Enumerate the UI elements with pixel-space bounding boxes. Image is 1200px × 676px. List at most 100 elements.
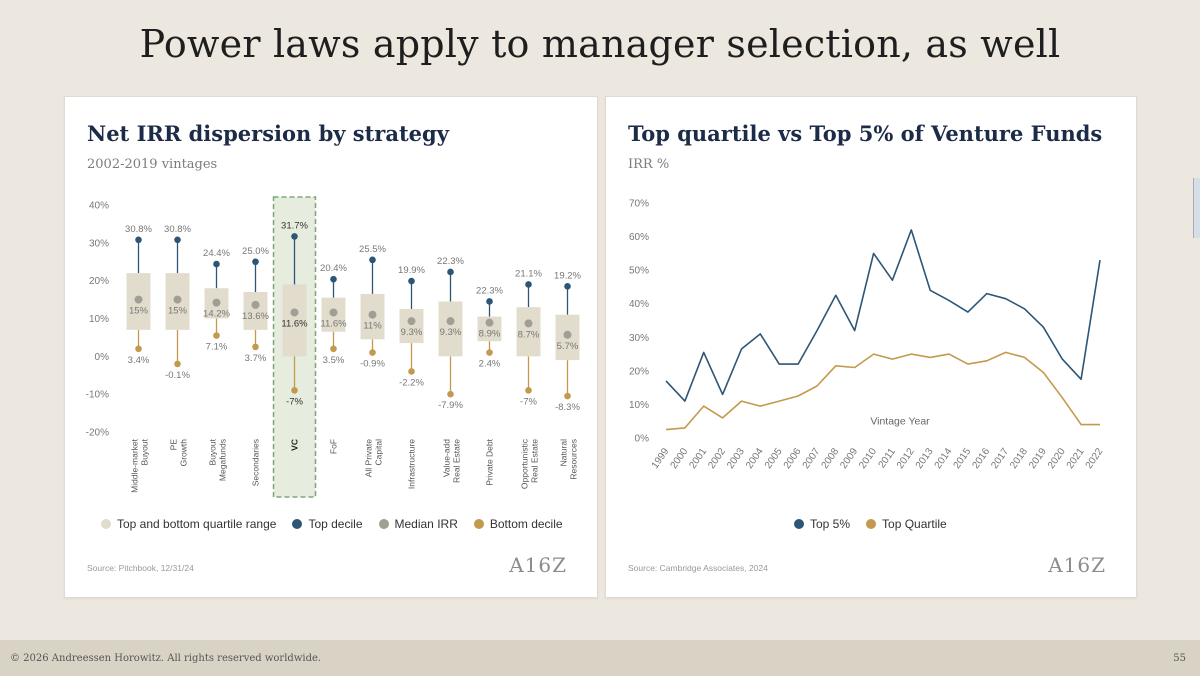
median-label: 8.7% <box>518 329 540 340</box>
x-tick-label: 2000 <box>669 446 691 471</box>
x-tick-label: 2014 <box>933 446 955 471</box>
x-tick-label: 2002 <box>706 446 728 471</box>
top-decile-dot <box>135 236 142 244</box>
top-decile-label: 22.3% <box>476 285 503 296</box>
x-axis-title: Vintage Year <box>870 416 930 428</box>
legend-item: Top decile <box>292 517 363 531</box>
top-decile-dot <box>525 281 532 288</box>
bottom-decile-dot <box>369 349 376 356</box>
category-label-line: FoF <box>329 439 339 454</box>
category-label: Middle-marketBuyout <box>130 438 150 492</box>
y-tick-label: 50% <box>629 266 649 277</box>
top-decile-label: 30.8% <box>125 224 152 235</box>
bottom-decile-dot <box>291 387 298 394</box>
bottom-decile-dot <box>486 349 493 356</box>
bottom-decile-dot <box>408 368 415 375</box>
x-tick-label: 2019 <box>1027 446 1049 471</box>
y-tick-label: 70% <box>629 199 649 210</box>
y-tick-label: 30% <box>629 333 649 344</box>
bottom-decile-dot <box>447 390 454 398</box>
line-chart-source: Source: Cambridge Associates, 2024 <box>628 563 768 573</box>
bottom-decile-label: 3.5% <box>323 355 345 366</box>
series-line-top-quartile <box>665 351 1100 431</box>
bottom-decile-dot <box>525 387 532 394</box>
top-decile-label: 31.7% <box>281 220 308 231</box>
bottom-decile-dot <box>174 360 181 368</box>
category-label-line: Buyout <box>140 438 150 465</box>
bottom-decile-label: -7% <box>286 396 303 407</box>
category-label-line: Capital <box>374 439 384 466</box>
median-label: 15% <box>168 306 188 317</box>
line-chart-subtitle: IRR % <box>628 157 670 172</box>
x-tick-label: 2016 <box>970 446 992 471</box>
median-dot <box>251 300 260 309</box>
category-label: BuyoutMegafunds <box>208 438 228 481</box>
category-label-line: Growth <box>179 439 189 467</box>
category-label-line: Value-add <box>442 439 452 477</box>
median-label: 11.6% <box>281 318 308 329</box>
category-label-line: Megafunds <box>218 439 228 481</box>
x-tick-label: 2008 <box>820 446 842 471</box>
line-chart-title: Top quartile vs Top 5% of Venture Funds <box>628 121 1103 146</box>
box-chart: -20% -10% 0% 10% 20% 30% 40% 30.8% 15% 3.4% Middle… <box>86 196 582 498</box>
legend-label: Median IRR <box>394 517 458 531</box>
bottom-decile-dot <box>564 392 571 400</box>
top-decile-label: 22.3% <box>437 256 464 267</box>
category-label-line: All Private <box>364 439 374 478</box>
y-tick-label: 0% <box>95 352 110 363</box>
top-decile-label: 20.4% <box>320 263 347 274</box>
bottom-decile-label: 2.4% <box>479 359 501 370</box>
y-tick-label: 30% <box>89 238 109 249</box>
quartile-box <box>243 292 268 330</box>
x-tick-label: 2005 <box>763 446 785 471</box>
median-label: 11% <box>363 321 382 332</box>
legend-item: Bottom decile <box>473 517 563 531</box>
category-label: PEGrowth <box>169 439 189 467</box>
top-decile-dot <box>213 260 220 268</box>
quartile-box <box>282 284 307 357</box>
legend-label: Top 5% <box>810 517 851 531</box>
y-tick-label: 40% <box>89 201 109 212</box>
category-label-line: Resources <box>569 439 579 480</box>
x-tick-label: 2022 <box>1084 446 1106 471</box>
median-dot <box>407 317 416 326</box>
legend-swatch <box>794 519 804 529</box>
top-decile-label: 30.8% <box>164 224 191 235</box>
bottom-decile-label: -8.3% <box>555 402 580 413</box>
a16z-logo: A16Z <box>1048 553 1106 577</box>
category-label: All PrivateCapital <box>364 439 384 478</box>
category-label-line: Private Debt <box>485 438 495 485</box>
median-dot <box>173 295 182 304</box>
edge-scroll-tab[interactable] <box>1193 178 1200 238</box>
median-label: 15% <box>129 306 149 317</box>
quartile-box <box>516 307 541 357</box>
median-dot <box>446 317 455 326</box>
x-tick-label: 2010 <box>857 446 879 471</box>
x-tick-label: 2017 <box>989 446 1011 471</box>
legend-label: Top and bottom quartile range <box>117 517 277 531</box>
legend-swatch <box>378 519 389 529</box>
box-chart-source: Source: Pitchbook, 12/31/24 <box>87 563 194 573</box>
box-chart-panel: Net IRR dispersion by strategy 2002-2019… <box>64 96 598 598</box>
top-decile-label: 24.4% <box>203 248 230 259</box>
x-tick-label: 2018 <box>1008 446 1030 471</box>
line-chart: 0%10%20%30%40%50%60%70%19992000200120022… <box>629 199 1106 471</box>
category-label: FoF <box>329 439 339 454</box>
x-tick-label: 1999 <box>650 446 672 471</box>
bottom-decile-label: -0.9% <box>360 359 385 370</box>
median-dot <box>485 318 494 327</box>
legend-item: Top Quartile <box>866 517 947 531</box>
y-tick-label: 20% <box>629 366 649 377</box>
median-label: 13.6% <box>242 311 269 322</box>
category-label-line: Natural <box>559 439 569 467</box>
legend-item: Top 5% <box>794 517 850 531</box>
median-dot <box>134 295 143 304</box>
category-label-line: Secondaries <box>251 439 261 486</box>
bottom-decile-label: 3.7% <box>245 353 267 364</box>
legend-swatch <box>866 519 877 529</box>
category-label: VC <box>290 439 300 451</box>
legend-item: Median IRR <box>378 517 458 531</box>
bottom-decile-dot <box>330 345 337 353</box>
a16z-logo: A16Z <box>509 553 567 577</box>
legend-swatch <box>473 519 484 529</box>
